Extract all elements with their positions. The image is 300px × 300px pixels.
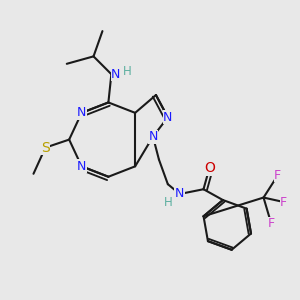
Text: N: N xyxy=(77,160,86,173)
Text: N: N xyxy=(175,188,184,200)
Text: N: N xyxy=(163,111,172,124)
Text: F: F xyxy=(274,169,281,182)
Text: N: N xyxy=(148,130,158,143)
Text: N: N xyxy=(111,68,121,81)
Text: N: N xyxy=(77,106,86,119)
Text: F: F xyxy=(268,217,275,230)
Text: O: O xyxy=(204,161,215,175)
Text: H: H xyxy=(123,65,132,78)
Text: H: H xyxy=(164,196,173,209)
Text: F: F xyxy=(280,196,287,208)
Text: S: S xyxy=(41,141,50,154)
